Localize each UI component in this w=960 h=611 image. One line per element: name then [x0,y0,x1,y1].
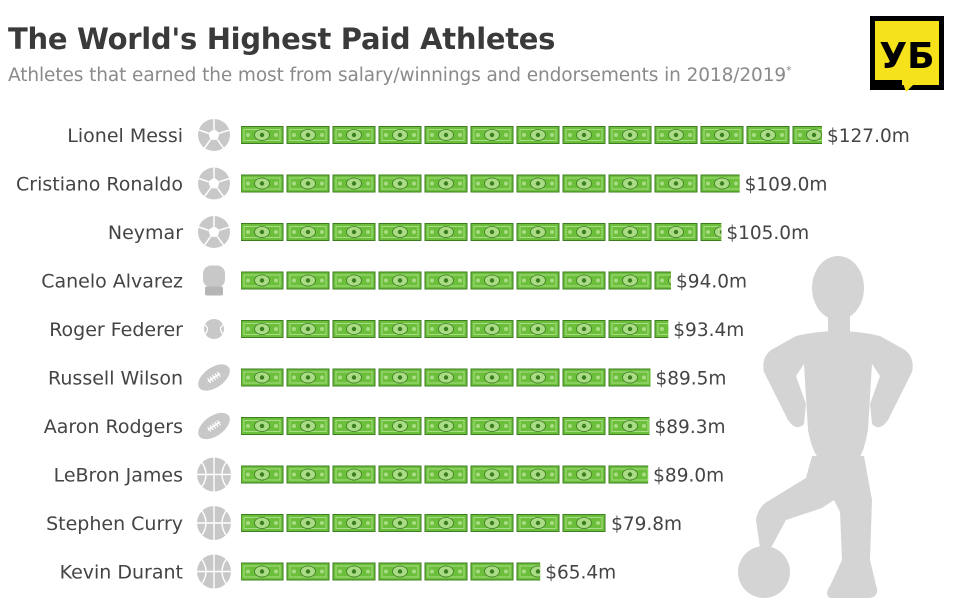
athlete-name-label: LeBron James [54,465,183,487]
athlete-name-label: Stephen Curry [46,513,183,535]
athlete-name-label: Cristiano Ronaldo [16,174,183,196]
football-icon [198,412,230,440]
athlete-name-label: Neymar [108,222,183,244]
value-label: $89.3m [655,417,726,438]
value-label: $79.8m [611,514,682,535]
athlete-name-label: Kevin Durant [60,562,183,584]
athlete-name-label: Roger Federer [49,319,183,341]
chart-row: Aaron Rodgers $89.3m [44,412,726,440]
athlete-name-label: Canelo Alvarez [41,271,183,293]
chart-row: LeBron James $89.0m [54,457,724,492]
value-label: $93.4m [673,320,744,341]
earnings-bar [241,223,722,241]
soccer-ball-icon [198,119,230,151]
earnings-bar [241,126,822,144]
earnings-bar [241,465,649,484]
subtitle-text: Athletes that earned the most from salar… [8,65,787,87]
value-label: $94.0m [676,272,747,293]
chart-row: Kevin Durant $65.4m [60,554,616,589]
earnings-bar [241,514,606,532]
earnings-bar [241,368,651,387]
brand-logo: УБ [870,16,944,92]
earnings-bar [241,271,672,290]
earnings-bar [241,562,541,581]
athlete-name-label: Lionel Messi [67,125,183,147]
value-label: $105.0m [726,223,809,244]
value-label: $109.0m [745,175,828,196]
chart-row: Stephen Curry $79.8m [46,506,682,540]
athlete-name-label: Russell Wilson [48,368,183,390]
basketball-icon [197,506,231,540]
chart-title: The World's Highest Paid Athletes [8,22,556,56]
logo-lettering: УБ [879,36,934,77]
boxing-glove-icon [199,265,225,296]
chart-row: Roger Federer $93.4m [49,319,744,341]
tennis-ball-icon [204,319,224,339]
basketball-icon [197,457,231,492]
chart-subtitle: Athletes that earned the most from salar… [8,64,792,87]
value-label: $89.0m [653,466,724,487]
value-label: $65.4m [545,563,616,584]
athlete-name-label: Aaron Rodgers [44,416,183,438]
value-label: $89.5m [655,369,726,390]
chart-row: Neymar $105.0m [108,216,809,248]
earnings-bar [241,417,650,435]
chart-row: Russell Wilson $89.5m [48,364,726,391]
earnings-bar [241,320,669,338]
chart-row: Lionel Messi $127.0m [67,119,910,151]
basketball-icon [197,554,231,589]
earnings-bar [241,174,740,193]
chart-row: Canelo Alvarez $94.0m [41,265,747,296]
football-icon [198,364,230,391]
chart-row: Cristiano Ronaldo $109.0m [16,167,828,200]
soccer-ball-icon [198,167,230,200]
value-label: $127.0m [827,126,910,147]
subtitle-footnote-mark: * [786,64,792,77]
soccer-ball-icon [198,216,230,248]
